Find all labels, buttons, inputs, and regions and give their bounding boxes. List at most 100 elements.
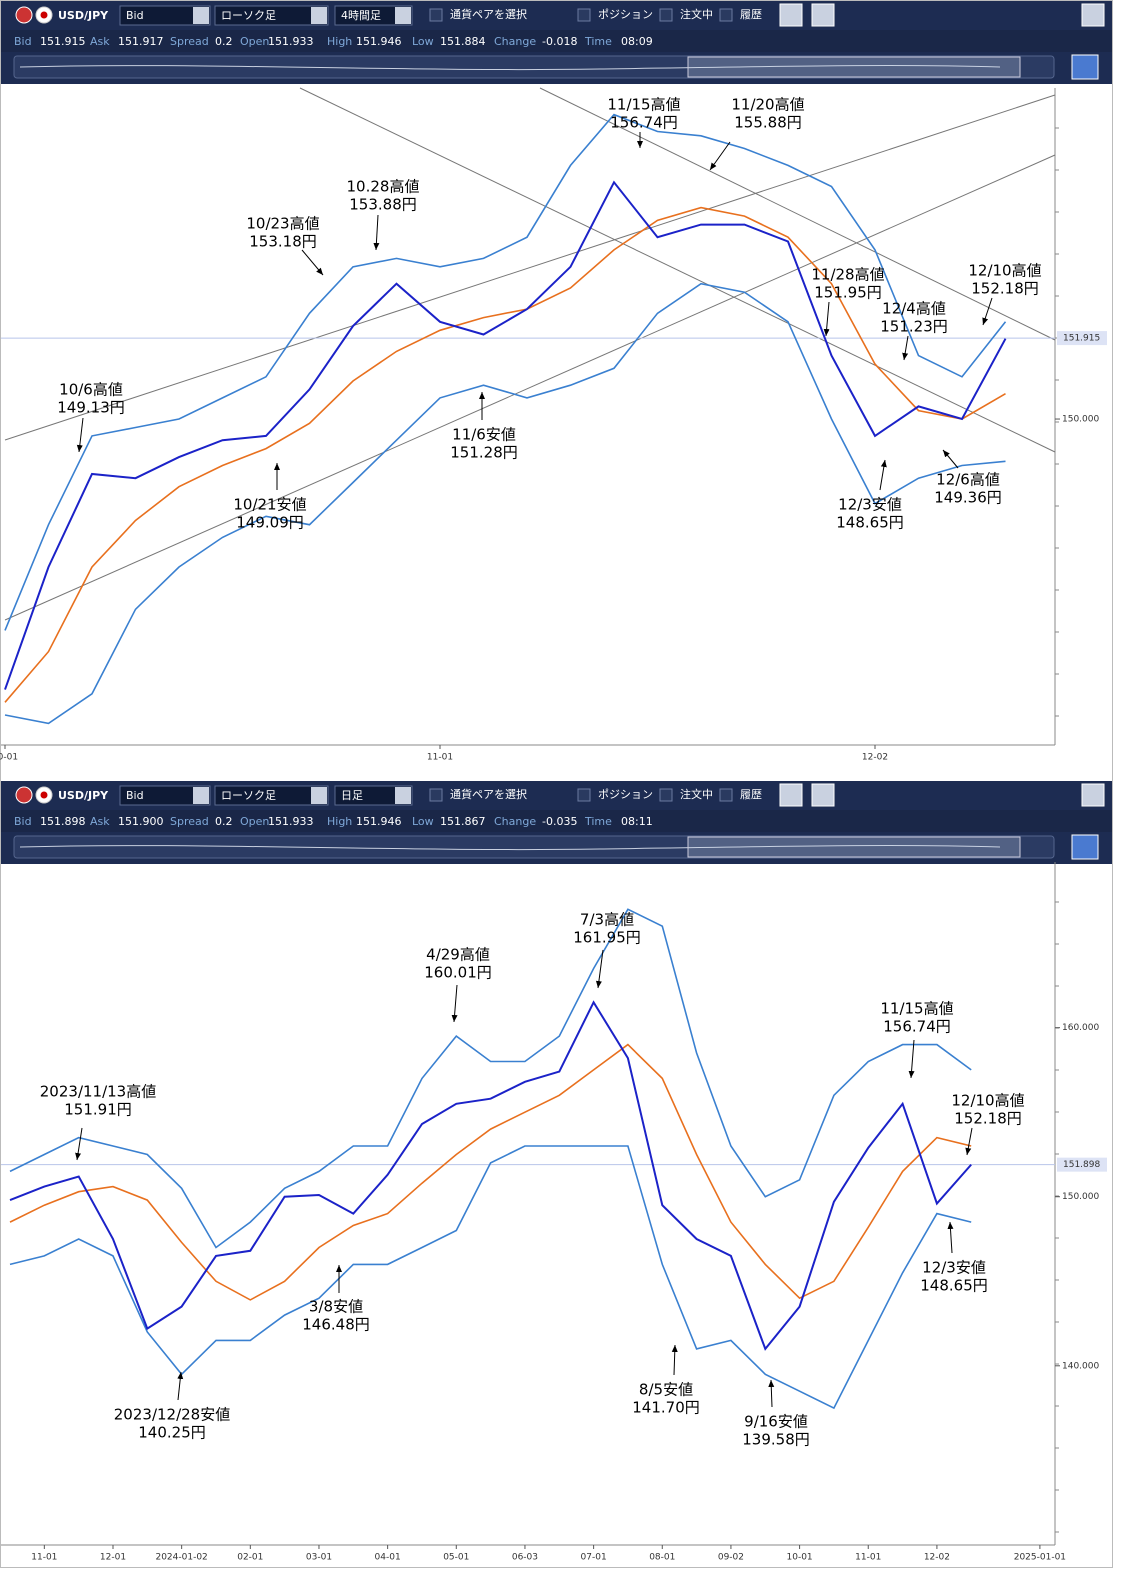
quote-bar (1, 810, 1112, 832)
flag-us (15, 6, 33, 24)
dropdown[interactable] (119, 5, 211, 26)
annotation: 149.36円 (934, 489, 1002, 507)
dropdown-button[interactable] (311, 7, 327, 24)
dropdown-value: ローソク足 (221, 789, 276, 802)
navigator[interactable] (13, 835, 1055, 859)
annotation: 161.95円 (573, 929, 641, 947)
dropdown-value: Bid (126, 9, 144, 22)
annotation-arrow (595, 949, 604, 989)
annotation: 149.09円 (236, 514, 304, 532)
annotation: 12/10高値 (968, 262, 1041, 280)
quote-label: Open (240, 35, 269, 48)
dropdown-button[interactable] (193, 7, 209, 24)
quote-label: Open (240, 815, 269, 828)
price-tag (1057, 331, 1107, 346)
annotation: 10/6高値 (59, 381, 123, 399)
quote-value: 151.933 (268, 35, 314, 48)
dropdown-button[interactable] (193, 787, 209, 804)
navigator-line (19, 845, 1001, 851)
annotation-arrow (982, 297, 993, 326)
dropdown[interactable] (214, 5, 329, 26)
checkbox[interactable] (429, 788, 443, 802)
dropdown-button[interactable] (311, 787, 327, 804)
annotation: 7/3高値 (580, 911, 634, 929)
dropdown[interactable] (334, 785, 413, 806)
annotation-arrow (823, 301, 830, 337)
tool-button[interactable] (811, 3, 835, 27)
annotation: 10/21安値 (233, 496, 306, 514)
checkbox-label: ポジション (598, 788, 653, 801)
annotation-arrow (671, 1344, 678, 1376)
annotation: 151.28円 (450, 444, 518, 462)
annotation: 148.65円 (920, 1277, 988, 1295)
quote-bar (1, 30, 1112, 52)
checkbox[interactable] (719, 8, 733, 22)
checkbox-label: 履歴 (740, 8, 762, 21)
annotation: 2023/11/13高値 (40, 1083, 156, 1101)
annotation: 152.18円 (971, 280, 1039, 298)
dropdown-button[interactable] (395, 7, 411, 24)
tool-button[interactable] (779, 3, 803, 27)
annotation-arrow (908, 1039, 915, 1079)
dropdown-button[interactable] (395, 787, 411, 804)
x-tick-label: 02-01 (237, 1553, 263, 1563)
checkbox[interactable] (659, 788, 673, 802)
dropdown[interactable] (119, 785, 211, 806)
quote-value: 08:09 (621, 35, 653, 48)
quote-label: Ask (90, 815, 110, 828)
dropdown[interactable] (334, 5, 413, 26)
annotation-arrow (373, 214, 380, 251)
dropdown[interactable] (214, 785, 329, 806)
navigator[interactable] (13, 55, 1055, 79)
quote-label: Spread (170, 35, 209, 48)
flag-jp-dot (40, 11, 48, 19)
series-line (9, 908, 972, 1249)
x-tick-label: 03-01 (306, 1553, 332, 1563)
quote-label: Bid (14, 815, 32, 828)
trend-line (4, 94, 1056, 441)
annotation: 151.23円 (880, 318, 948, 336)
navigator-window[interactable] (687, 56, 1021, 78)
annotation: 8/5安値 (639, 1381, 693, 1399)
x-tick-label: 04-01 (375, 1553, 401, 1563)
annotation-arrow (879, 459, 887, 491)
x-tick-label: 06-03 (512, 1553, 538, 1563)
annotation: 12/3安値 (922, 1259, 986, 1277)
annotation: 11/15高値 (880, 1000, 953, 1018)
trend-line (539, 87, 1056, 341)
x-tick-label: 08-01 (649, 1553, 675, 1563)
close-button[interactable] (1081, 3, 1105, 27)
checkbox-label: 注文中 (680, 787, 713, 801)
y-tick-label: 140.000 (1062, 1361, 1099, 1371)
checkbox[interactable] (577, 788, 591, 802)
quote-value: 151.917 (118, 35, 164, 48)
quote-value: 151.884 (440, 35, 486, 48)
y-tick-label: 160.000 (1062, 1023, 1099, 1033)
x-tick-label: 12-01 (100, 1553, 126, 1563)
annotation: 12/4高値 (882, 300, 946, 318)
annotation: 12/10高値 (951, 1092, 1024, 1110)
checkbox[interactable] (577, 8, 591, 22)
expand-button[interactable] (1071, 834, 1099, 860)
close-button[interactable] (1081, 783, 1105, 807)
expand-button[interactable] (1071, 54, 1099, 80)
annotation: 11/28高値 (811, 266, 884, 284)
quote-value: 151.867 (440, 815, 486, 828)
checkbox-label: 通貨ペアを選択 (450, 7, 527, 21)
checkbox[interactable] (659, 8, 673, 22)
tool-button[interactable] (779, 783, 803, 807)
annotation: 153.88円 (349, 196, 417, 214)
annotation: 11/20高値 (731, 96, 804, 114)
checkbox[interactable] (719, 788, 733, 802)
tool-button[interactable] (811, 783, 835, 807)
quote-label: Low (412, 35, 434, 48)
series-line (9, 1000, 972, 1351)
price-tag-label: 151.915 (1063, 334, 1100, 344)
checkbox[interactable] (429, 8, 443, 22)
annotation-arrow (947, 1221, 954, 1254)
navigator-window[interactable] (687, 836, 1021, 858)
x-tick-label: 07-01 (581, 1553, 607, 1563)
annotation-arrow (301, 249, 324, 276)
price-tag-label: 151.898 (1063, 1160, 1100, 1170)
annotation: 156.74円 (610, 114, 678, 132)
